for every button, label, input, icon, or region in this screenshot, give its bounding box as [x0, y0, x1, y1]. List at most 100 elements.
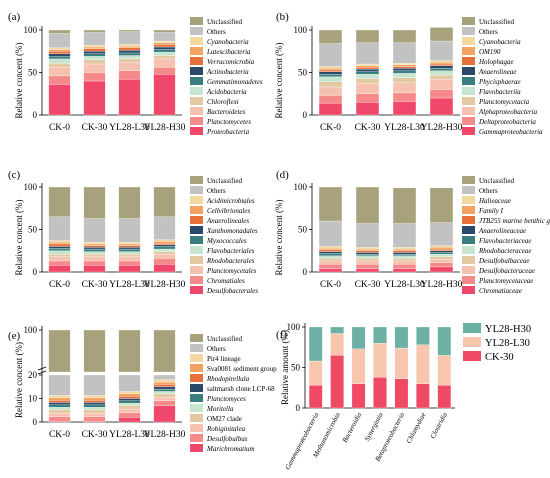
legend-label: YL28-L30 [485, 338, 530, 349]
x-tick-label: CK-30 [82, 280, 108, 290]
bar-segment [392, 92, 417, 102]
panel-tag: (a) [8, 11, 21, 23]
legend-label: Anaerolineales [206, 217, 249, 225]
bar-segment [392, 260, 417, 265]
bar-segment [355, 78, 380, 84]
x-tick-label: Gammaproteobacteria [284, 411, 321, 471]
legend-swatch [463, 351, 481, 361]
bar-segment [83, 32, 106, 46]
bar-segment [416, 383, 430, 409]
bar-segment [83, 245, 106, 248]
bar-segment [318, 251, 343, 254]
bar-segment [153, 51, 176, 56]
bar-segment [318, 248, 343, 251]
bar-segment [429, 252, 454, 255]
legend-swatch [190, 117, 203, 125]
bar-segment [153, 374, 176, 380]
bar-segment [83, 329, 106, 373]
bar-segment [48, 240, 71, 243]
bar-segment [48, 53, 71, 57]
bar-segment [392, 252, 417, 255]
x-tick-label: CK-30 [82, 123, 108, 133]
bar-segment [429, 256, 454, 260]
legend-swatch [190, 87, 203, 95]
bar-segment [355, 65, 380, 68]
legend-swatch [462, 226, 475, 234]
bar-segment [118, 329, 141, 373]
legend-label: Unclassified [207, 177, 242, 185]
legend-swatch [190, 97, 203, 105]
bar-segment [83, 260, 106, 266]
bar-segment [48, 51, 71, 54]
legend-label: Robiginitalea [206, 425, 246, 433]
bar-segment [153, 186, 176, 217]
bar-segment [48, 242, 71, 245]
bar-segment [330, 326, 344, 334]
legend-label: Proteobacteria [206, 128, 250, 136]
bar-segment [429, 222, 454, 246]
bar-segment [153, 246, 176, 250]
bar-segment [118, 260, 141, 266]
bar-segment [118, 79, 141, 116]
bar-segment [394, 378, 409, 409]
legend-swatch [190, 206, 203, 214]
y-tick-label: 0 [33, 417, 38, 427]
legend-label: Myxococcales [206, 237, 247, 245]
bar-segment [355, 67, 380, 70]
bar-segment [48, 58, 71, 64]
bar-segment [394, 326, 409, 349]
bar-segment [83, 248, 106, 252]
bar-segment [153, 405, 176, 423]
bar-segment [429, 248, 454, 251]
legend-swatch [190, 364, 203, 372]
x-tick-label: YL28-L30 [109, 430, 150, 440]
legend-label: Family I [478, 207, 504, 215]
legend-swatch [462, 127, 475, 135]
bar-segment [318, 71, 343, 75]
x-tick-label: CK-0 [49, 430, 70, 440]
bar-segment [318, 66, 343, 69]
legend-label: Planctomycetaceae [478, 277, 533, 285]
legend-swatch [190, 127, 203, 135]
bar-segment [83, 402, 106, 405]
bar-segment [118, 55, 141, 60]
y-tick-label: 100 [24, 25, 38, 35]
y-axis-label: Relative concent (%) [14, 43, 24, 119]
legend-swatch [462, 236, 475, 244]
legend-label: Planctomycetacia [478, 98, 530, 106]
y-axis-label: Relative amount (%) [280, 330, 290, 405]
legend-label: Gemmatimonadetes [207, 78, 263, 86]
x-tick-label: YL28-H30 [144, 430, 186, 440]
y-tick-label: 100 [287, 322, 301, 332]
bar-segment [118, 70, 141, 80]
bar-segment [83, 72, 106, 82]
legend-label: Cyanobacteria [207, 38, 249, 46]
bar-segment [83, 397, 106, 401]
bar-segment [394, 347, 409, 379]
bar-segment [429, 63, 454, 66]
bar-segment [330, 333, 344, 356]
bar-segment [153, 29, 176, 33]
legend-swatch [190, 334, 203, 342]
bar-segment [48, 329, 71, 373]
x-tick-label: CK-0 [320, 280, 341, 290]
bar-segment [355, 186, 380, 224]
y-tick-label: 50 [28, 68, 38, 78]
bar-segment [392, 247, 417, 250]
bar-segment [392, 68, 417, 71]
bar-segment [429, 253, 454, 257]
legend-swatch [462, 176, 475, 184]
legend-swatch [190, 246, 203, 254]
bar-segment [318, 255, 343, 259]
bar-segment [48, 395, 71, 398]
bar-segment [308, 385, 323, 409]
bar-segment [318, 249, 343, 252]
bar-segment [83, 63, 106, 73]
x-tick-label: YL28-H30 [421, 280, 463, 290]
bar-segment [355, 223, 380, 248]
bar-segment [355, 29, 380, 43]
bar-segment [153, 384, 176, 387]
x-tick-label: CK-30 [82, 430, 108, 440]
legend-swatch [462, 216, 475, 224]
legend-swatch [190, 444, 203, 452]
